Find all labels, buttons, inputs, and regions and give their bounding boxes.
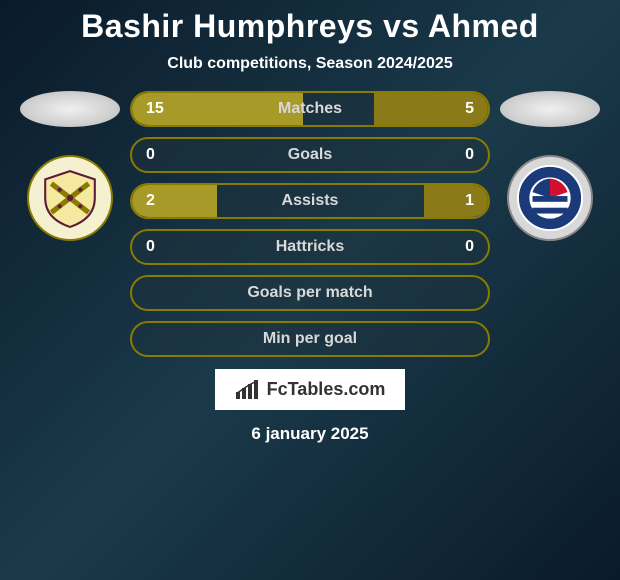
stats-column: 15 Matches 5 0 Goals 0 2 Assists 1 0 Hattricks 0 Goa… <box>130 91 490 357</box>
stat-label: Goals per match <box>247 284 372 302</box>
brand-text: FcTables.com <box>267 379 386 400</box>
stat-row: 0 Hattricks 0 <box>130 229 490 265</box>
main-row: 15 Matches 5 0 Goals 0 2 Assists 1 0 Hattricks 0 Goa… <box>10 91 610 357</box>
date-label: 6 january 2025 <box>251 424 368 444</box>
stat-label: Matches <box>278 100 342 118</box>
stat-value-right: 0 <box>465 146 474 164</box>
player2-photo-placeholder <box>500 91 600 127</box>
stat-label: Goals <box>288 146 332 164</box>
player2-club-crest <box>507 155 593 241</box>
brand-badge: FcTables.com <box>215 369 406 410</box>
subtitle: Club competitions, Season 2024/2025 <box>167 55 452 73</box>
comparison-title: Bashir Humphreys vs Ahmed <box>81 8 539 45</box>
player1-photo-placeholder <box>20 91 120 127</box>
brand-chart-icon <box>235 380 261 400</box>
player2-column <box>490 91 610 241</box>
stat-value-left: 0 <box>146 146 155 164</box>
stat-bar-right <box>424 185 488 217</box>
stat-value-right: 0 <box>465 238 474 256</box>
stat-value-left: 2 <box>146 192 155 210</box>
stat-label: Min per goal <box>263 330 357 348</box>
stat-row: Goals per match <box>130 275 490 311</box>
comparison-card: Bashir Humphreys vs Ahmed Club competiti… <box>0 0 620 444</box>
stat-value-right: 5 <box>465 100 474 118</box>
reading-crest-icon <box>516 164 584 232</box>
player1-column <box>10 91 130 241</box>
stat-row: 15 Matches 5 <box>130 91 490 127</box>
stat-row: Min per goal <box>130 321 490 357</box>
stat-row: 0 Goals 0 <box>130 137 490 173</box>
player1-club-crest <box>27 155 113 241</box>
burnley-crest-icon <box>39 167 101 229</box>
stat-bar-left <box>132 185 217 217</box>
stat-value-left: 15 <box>146 100 164 118</box>
stat-label: Assists <box>282 192 339 210</box>
stat-value-left: 0 <box>146 238 155 256</box>
stat-label: Hattricks <box>276 238 344 256</box>
stat-value-right: 1 <box>465 192 474 210</box>
stat-row: 2 Assists 1 <box>130 183 490 219</box>
